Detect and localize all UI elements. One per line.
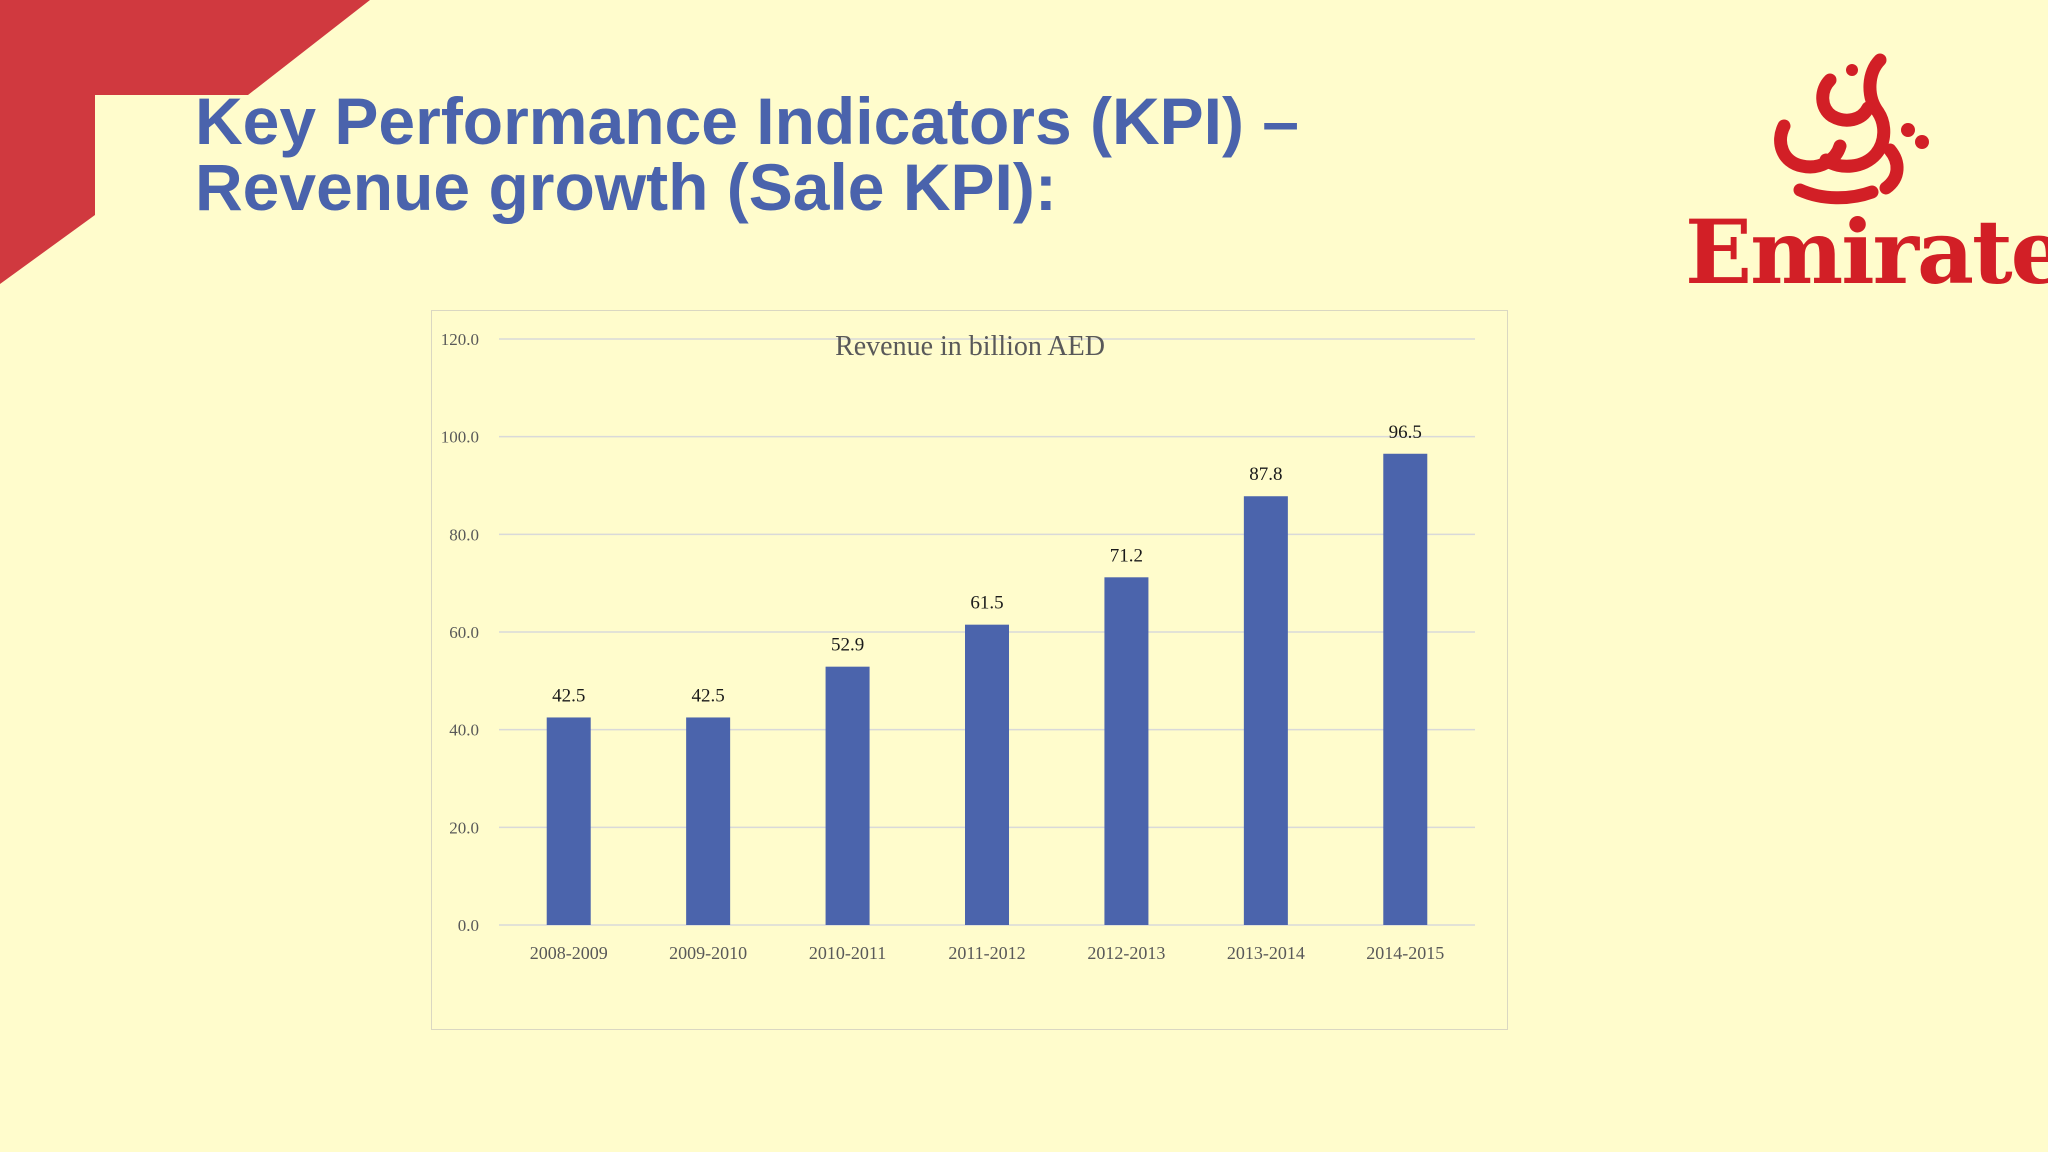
bar-2009-2010 [686,717,731,925]
y-tick-label: 80.0 [449,525,479,544]
y-tick-label: 20.0 [449,818,479,837]
data-label: 52.9 [831,635,864,656]
bar-2010-2011 [825,666,870,925]
y-tick-label: 60.0 [449,623,479,642]
data-label: 87.8 [1249,464,1282,485]
x-tick-label: 2011-2012 [948,943,1025,963]
revenue-chart: 0.0 20.0 40.0 60.0 80.0 100.0 120.0 Revenue in … [431,310,1508,1030]
y-tick-label: 0.0 [458,916,479,935]
data-label: 61.5 [970,593,1003,614]
data-label: 96.5 [1389,422,1422,443]
slide-title-line-2: Revenue growth (Sale KPI): [195,150,1057,224]
x-tick-label: 2010-2011 [809,943,886,963]
x-tick-label: 2008-2009 [530,943,608,963]
emirates-calligraphy-icon [1774,53,1929,205]
y-tick-label: 120.0 [441,330,479,349]
red-corner-accent [0,0,370,284]
bar-2013-2014 [1243,496,1288,925]
data-label: 42.5 [692,685,725,706]
x-tick-label: 2014-2015 [1366,943,1444,963]
emirates-wordmark: Emirates [1685,200,2048,304]
y-tick-label: 40.0 [449,721,479,740]
bar-2012-2013 [1104,577,1149,925]
slide-title: Key Performance Indicators (KPI) – Reven… [195,88,1299,220]
slide-title-line-1: Key Performance Indicators (KPI) – [195,84,1300,158]
x-tick-label: 2009-2010 [669,943,747,963]
chart-title: Revenue in billion AED [835,331,1105,362]
emirates-logo: Emirates [1680,50,2048,300]
bar-2014-2015 [1383,453,1428,925]
y-tick-label: 100.0 [441,428,479,447]
x-tick-label: 2013-2014 [1227,943,1305,963]
data-label: 42.5 [552,685,585,706]
bar-2011-2012 [965,624,1009,925]
x-tick-label: 2012-2013 [1087,943,1165,963]
revenue-chart-svg: 0.0 20.0 40.0 60.0 80.0 100.0 120.0 Revenue in … [441,330,1475,963]
data-label: 71.2 [1110,545,1143,566]
bar-2008-2009 [546,717,591,925]
